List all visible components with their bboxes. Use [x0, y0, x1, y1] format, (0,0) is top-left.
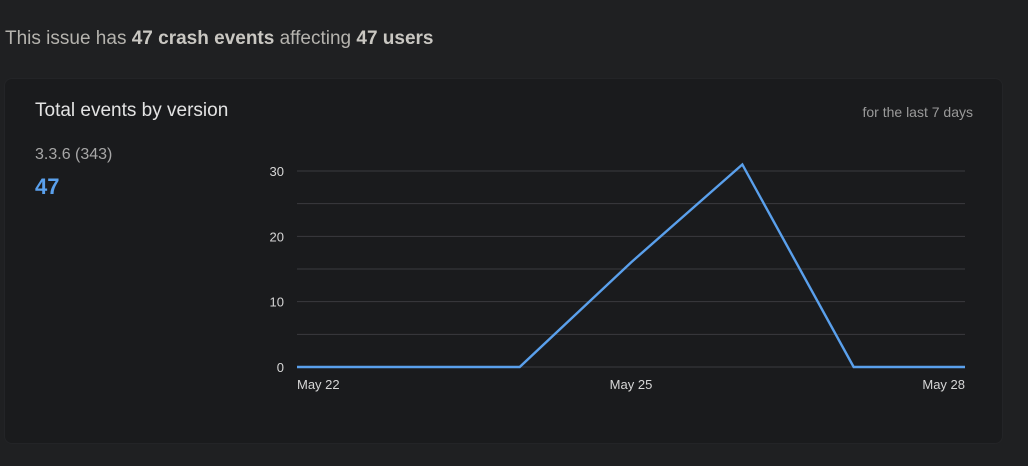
- x-tick-label: May 22: [297, 377, 340, 392]
- card-title: Total events by version: [35, 100, 229, 121]
- events-by-version-card: Total events by version for the last 7 d…: [4, 78, 1003, 444]
- x-tick-label: May 28: [922, 377, 965, 392]
- crash-events-count: 47 crash events: [131, 28, 275, 49]
- y-tick-label: 10: [270, 295, 284, 310]
- summary-middle: affecting: [274, 28, 357, 49]
- date-range-label: for the last 7 days: [862, 104, 973, 120]
- version-label: 3.3.6 (343): [35, 146, 113, 163]
- issue-summary: This issue has 47 crash events affecting…: [5, 28, 434, 50]
- y-tick-label: 20: [270, 229, 284, 244]
- summary-prefix: This issue has: [5, 28, 132, 49]
- y-tick-label: 30: [270, 164, 284, 179]
- series-line: [297, 162, 965, 369]
- x-tick-label: May 25: [610, 377, 653, 392]
- y-tick-label: 0: [277, 360, 284, 375]
- version-event-count: 47: [35, 174, 60, 199]
- users-count: 47 users: [356, 28, 434, 49]
